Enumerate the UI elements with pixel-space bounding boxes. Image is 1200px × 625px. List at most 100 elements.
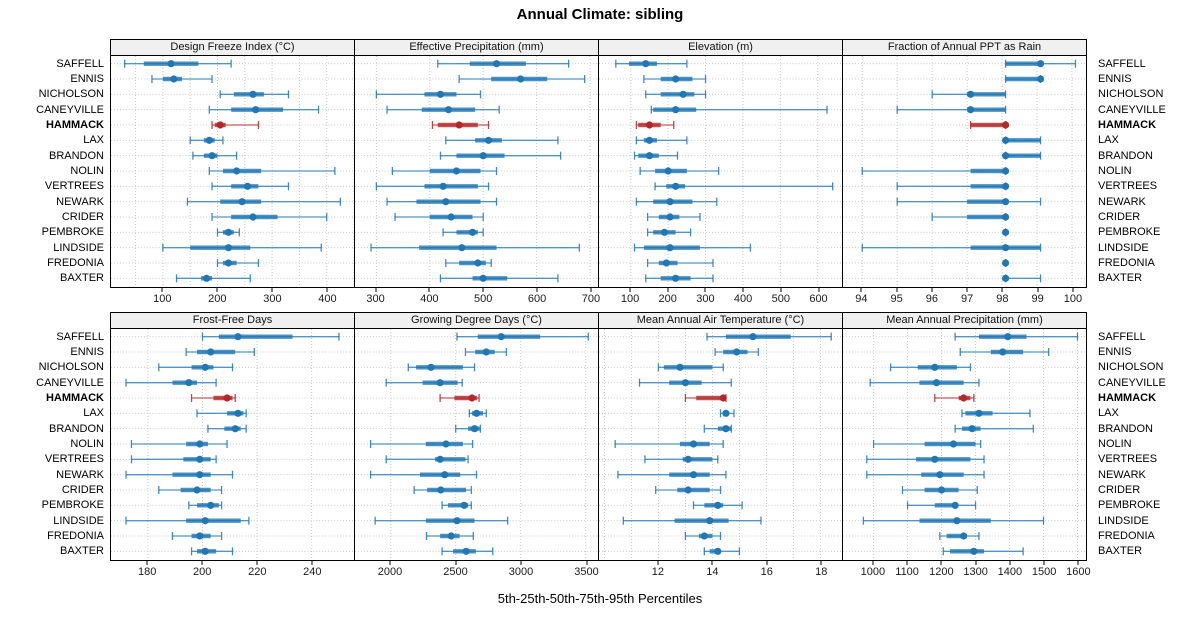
median-dot xyxy=(722,425,730,433)
median-dot xyxy=(931,363,939,371)
percentile-row-vertrees xyxy=(385,455,469,464)
median-dot xyxy=(223,394,231,402)
median-dot xyxy=(439,182,447,190)
percentile-row-lindside xyxy=(622,516,762,525)
median-dot xyxy=(484,136,493,144)
site-label-nolin: NOLIN xyxy=(70,165,104,177)
panel-strip-fraction-ppt-rain: Fraction of Annual PPT as Rain xyxy=(842,39,1087,56)
tick-mark xyxy=(586,561,588,565)
median-dot xyxy=(1002,244,1010,252)
tick-label: 99 xyxy=(1031,293,1044,305)
tick-mark xyxy=(966,288,968,292)
site-label-saffell: SAFFELL xyxy=(56,330,104,343)
site-label-nolin: NOLIN xyxy=(70,438,104,450)
site-label-saffell: SAFFELL xyxy=(1098,330,1146,343)
percentile-row-lax xyxy=(635,136,688,145)
percentile-row-lax xyxy=(445,136,559,145)
tick-label: 1000 xyxy=(860,566,886,578)
site-label-ennis: ENNIS xyxy=(70,346,104,358)
percentile-row-pembroke xyxy=(646,228,692,237)
percentile-row-caneyville xyxy=(869,378,980,387)
site-label-newark: NEWARK xyxy=(56,468,104,481)
median-dot xyxy=(234,409,242,417)
percentile-row-caneyville xyxy=(386,105,500,114)
median-dot xyxy=(951,501,959,509)
percentile-row-fredonia xyxy=(939,532,980,540)
panel-mean-annual-air-temperature: Mean Annual Air Temperature (°C) 12 14 16 18 xyxy=(598,312,843,583)
percentile-row-nolin xyxy=(639,167,720,175)
percentile-row-vertrees xyxy=(896,182,1010,191)
percentile-row-crider xyxy=(931,213,1010,221)
tick-label: 1100 xyxy=(895,566,919,578)
median-dot xyxy=(207,348,215,356)
percentile-row-saffell xyxy=(437,59,570,68)
site-label-lax: LAX xyxy=(1098,407,1119,420)
percentile-row-pembroke xyxy=(441,501,472,510)
site-label-fredonia: FREDONIA xyxy=(47,530,104,542)
median-dot xyxy=(960,394,968,402)
percentile-row-lindside xyxy=(125,516,250,525)
median-dot xyxy=(196,532,204,540)
tick-label: 1600 xyxy=(1066,566,1091,578)
median-dot xyxy=(497,333,505,341)
percentile-row-brandon xyxy=(455,424,482,433)
percentile-row-saffell xyxy=(456,332,589,341)
site-label-baxter: BAXTER xyxy=(1098,272,1143,285)
median-dot xyxy=(516,75,525,83)
panel-strip-effective-precipitation: Effective Precipitation (mm) xyxy=(354,39,599,56)
median-dot xyxy=(689,440,698,448)
median-dot xyxy=(967,106,975,114)
tick-label: 95 xyxy=(890,293,903,305)
median-dot xyxy=(205,136,213,144)
median-dot xyxy=(208,152,216,160)
median-dot xyxy=(196,455,204,463)
median-dot xyxy=(1002,121,1010,129)
percentile-row-lax xyxy=(196,409,247,418)
percentile-row-brandon xyxy=(192,151,238,160)
percentile-row-lax xyxy=(1002,136,1042,145)
median-dot xyxy=(662,259,670,267)
tick-label: 500 xyxy=(474,293,493,305)
median-dot xyxy=(645,136,654,144)
x-axis-fraction-ppt-rain: 94 95 96 97 98 99 100 xyxy=(842,288,1087,310)
percentile-row-lax xyxy=(719,409,735,418)
percentile-row-vertrees xyxy=(130,455,217,464)
tick-mark xyxy=(161,288,163,292)
site-labels-right-top: SAFFELL ENNIS NICHOLSON CANEYVILLE HAMMACK LA… xyxy=(1090,39,1200,310)
site-label-vertrees: VERTREES xyxy=(1098,453,1158,466)
site-label-nolin: NOLIN xyxy=(1098,165,1132,177)
median-dot xyxy=(932,379,941,387)
panel-growing-degree-days: Growing Degree Days (°C) 2000 2500 3000 3500 xyxy=(354,312,599,583)
percentile-row-fredonia xyxy=(684,532,722,540)
panel-grid-top: Design Freeze Index (°C) 100 200 300 400 Effe… xyxy=(110,39,1090,310)
tick-mark xyxy=(271,288,273,292)
tick-mark xyxy=(326,288,328,292)
median-dot xyxy=(202,274,211,282)
site-label-vertrees: VERTREES xyxy=(44,453,104,466)
site-label-newark: NEWARK xyxy=(56,195,104,208)
median-dot xyxy=(1004,333,1012,341)
median-dot xyxy=(452,167,461,175)
plot-area-elevation xyxy=(598,56,843,288)
median-dot xyxy=(447,213,455,221)
percentile-row-nicholson xyxy=(657,363,724,372)
site-label-ennis: ENNIS xyxy=(1098,346,1132,358)
plot-area-growing-degree-days xyxy=(354,329,599,561)
median-dot xyxy=(937,486,946,494)
median-dot xyxy=(437,486,445,494)
percentile-row-newark xyxy=(386,197,498,206)
median-dot xyxy=(482,348,490,356)
tick-label: 18 xyxy=(815,566,828,578)
median-dot xyxy=(722,409,730,417)
site-label-fredonia: FREDONIA xyxy=(1098,530,1155,542)
site-labels-left-bottom: SAFFELL ENNIS NICHOLSON CANEYVILLE HAMMACK LA… xyxy=(0,312,110,583)
percentile-row-lindside xyxy=(370,243,580,252)
percentile-row-ennis xyxy=(458,75,586,83)
tick-mark xyxy=(311,561,313,565)
median-dot xyxy=(714,547,722,555)
median-dot xyxy=(681,379,689,387)
tick-label: 1500 xyxy=(1031,566,1057,578)
median-dot xyxy=(749,333,757,341)
percentile-row-crider xyxy=(211,213,328,221)
median-dot xyxy=(455,121,463,129)
